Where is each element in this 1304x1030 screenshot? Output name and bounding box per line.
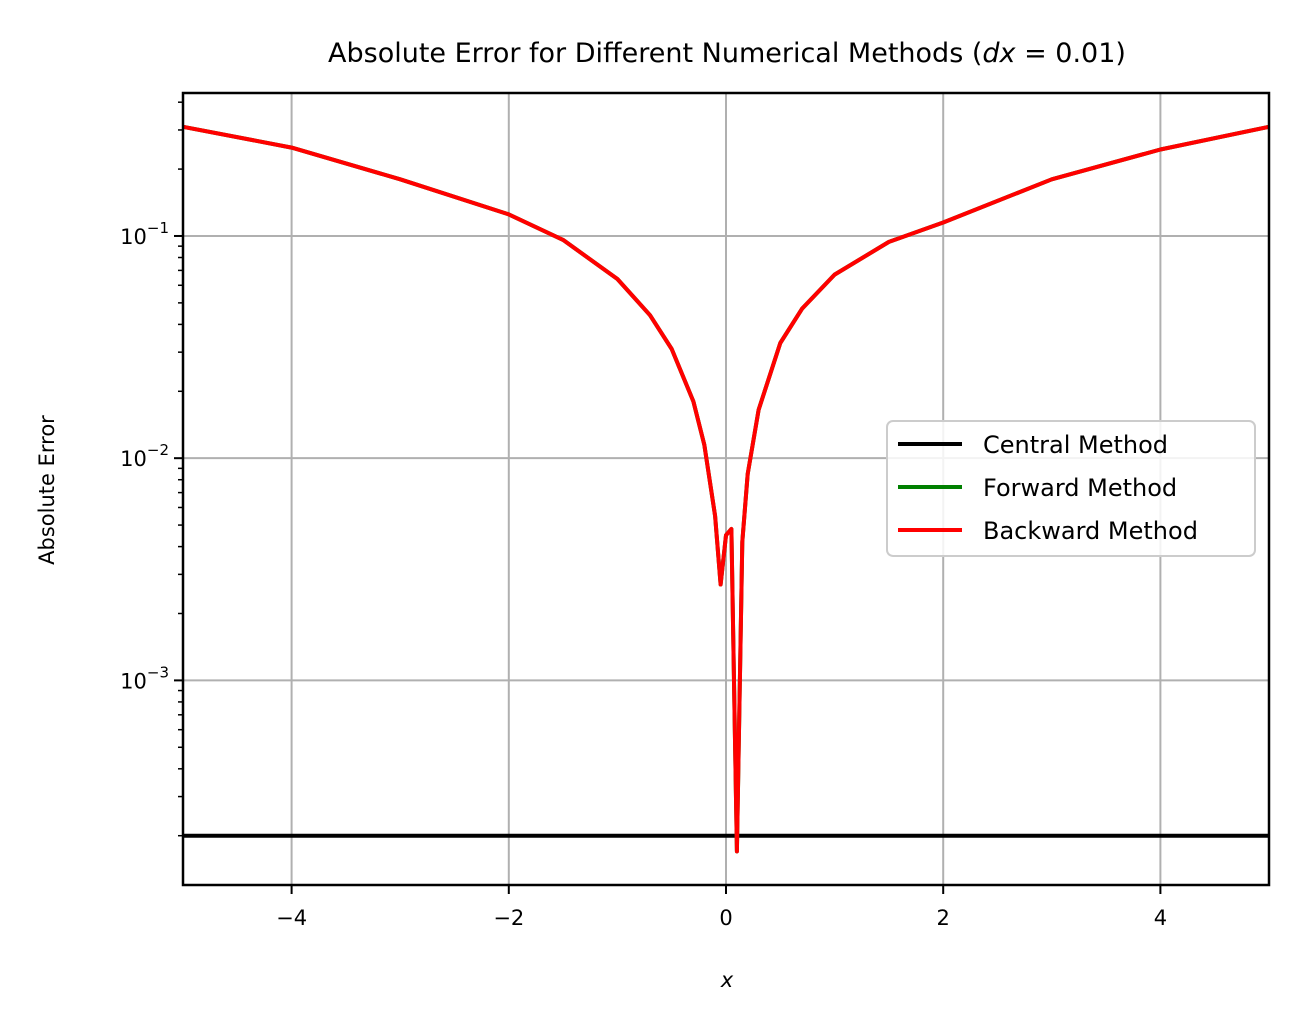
chart-title: Absolute Error for Different Numerical M… [328, 38, 1126, 69]
y-tick-exponent: −3 [147, 663, 169, 681]
y-tick-label: 10−2 [120, 441, 169, 471]
legend-box [886, 420, 1256, 557]
legend-label: Backward Method [983, 517, 1198, 545]
chart-title-prefix: Absolute Error for Different Numerical M… [328, 38, 982, 69]
legend-label: Forward Method [983, 474, 1177, 502]
y-tick-exponent: −1 [147, 219, 169, 237]
x-axis-label: x [720, 968, 734, 992]
y-tick-exponent: −2 [147, 441, 169, 459]
tick-layer: −4 −2 0 2 410−310−210−1 [120, 101, 1167, 930]
chart-title-math-var: dx [982, 38, 1016, 69]
y-tick-base: 10 [120, 447, 147, 471]
y-tick-label: 10−1 [120, 219, 169, 249]
legend-label: Central Method [983, 431, 1168, 459]
x-tick-label: −4 [276, 906, 307, 930]
x-tick-label: 0 [719, 906, 732, 930]
legend: Central Method Forward Method Backward Met… [886, 420, 1256, 557]
x-tick-label: 4 [1154, 906, 1167, 930]
y-tick-base: 10 [120, 669, 147, 693]
y-axis-label: Absolute Error [35, 415, 59, 565]
x-tick-label: −2 [493, 906, 524, 930]
x-tick-label: 2 [937, 906, 950, 930]
y-tick-label: 10−3 [120, 663, 169, 693]
series-line-backward-method [182, 124, 1270, 854]
chart-title-math-rest: = 0.01) [1016, 38, 1126, 69]
y-tick-base: 10 [120, 225, 147, 249]
series-layer [182, 124, 1270, 854]
